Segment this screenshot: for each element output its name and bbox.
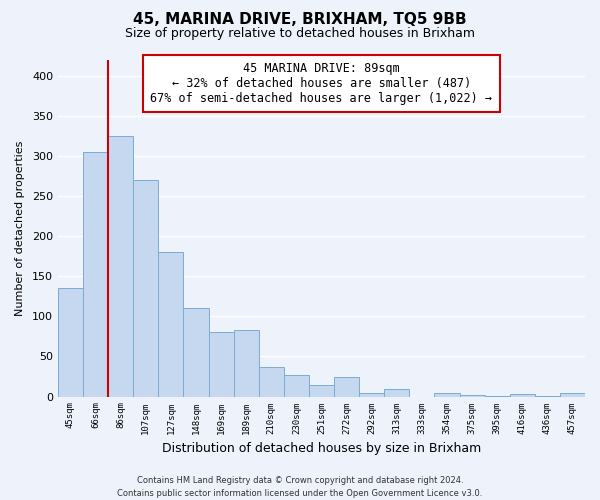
Bar [434,392,460,396]
Bar [384,388,409,396]
Bar [309,384,334,396]
Bar [259,367,284,396]
Bar [460,395,485,396]
Bar [108,136,133,396]
Bar [560,394,585,396]
Bar [233,330,259,396]
Text: 45 MARINA DRIVE: 89sqm
← 32% of detached houses are smaller (487)
67% of semi-de: 45 MARINA DRIVE: 89sqm ← 32% of detached… [151,62,493,104]
Bar [510,394,535,396]
Bar [209,332,233,396]
Text: 45, MARINA DRIVE, BRIXHAM, TQ5 9BB: 45, MARINA DRIVE, BRIXHAM, TQ5 9BB [133,12,467,28]
Bar [58,288,83,397]
Text: Contains HM Land Registry data © Crown copyright and database right 2024.
Contai: Contains HM Land Registry data © Crown c… [118,476,482,498]
Bar [284,375,309,396]
Bar [184,308,209,396]
Y-axis label: Number of detached properties: Number of detached properties [15,140,25,316]
Text: Size of property relative to detached houses in Brixham: Size of property relative to detached ho… [125,28,475,40]
Bar [133,180,158,396]
Bar [334,376,359,396]
Bar [359,394,384,396]
Bar [83,152,108,396]
Bar [158,252,184,396]
X-axis label: Distribution of detached houses by size in Brixham: Distribution of detached houses by size … [162,442,481,455]
